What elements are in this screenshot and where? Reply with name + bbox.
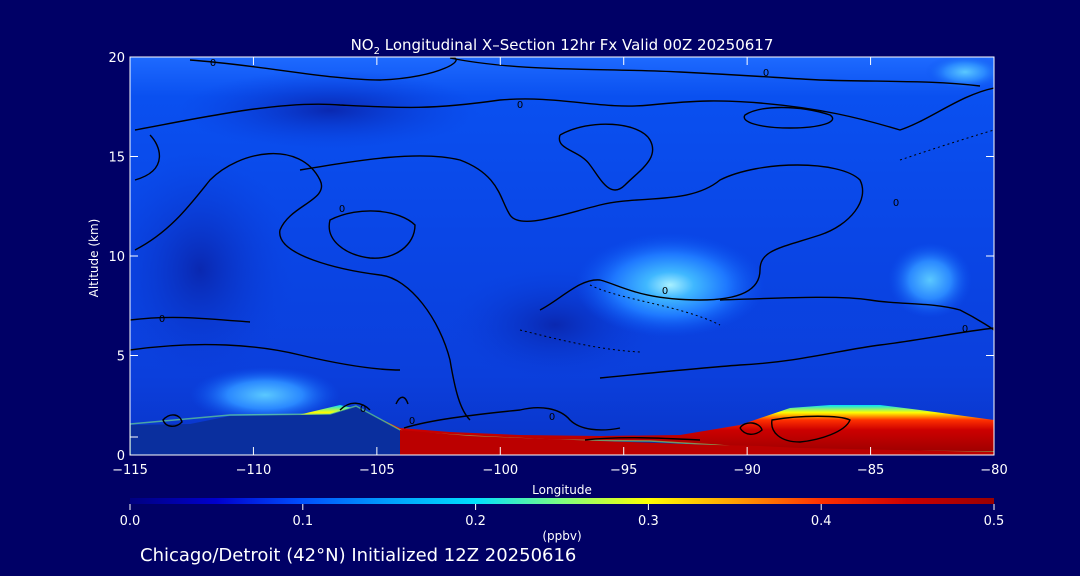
colorbar-tick-label: 0.1 xyxy=(292,514,313,529)
x-tick-label: −95 xyxy=(610,463,637,478)
chart-title: NO2 Longitudinal X–Section 12hr Fx Valid… xyxy=(351,36,774,57)
y-axis-label: Altitude (km) xyxy=(87,219,101,298)
contour-value-label: 0 xyxy=(409,416,415,427)
surface-maximum-band xyxy=(400,430,994,455)
colorbar-tick-label: 0.3 xyxy=(638,514,659,529)
contour-line-mid-west xyxy=(134,134,471,421)
colorbar-tick-label: 0.0 xyxy=(120,514,141,529)
low-no2-region-west xyxy=(130,150,295,390)
colorbar-tick-label: 0.4 xyxy=(811,514,832,529)
western-boundary-enhancement xyxy=(190,367,340,423)
x-tick-label: −80 xyxy=(980,463,1007,478)
x-tick-label: −85 xyxy=(857,463,884,478)
x-tick-label: −115 xyxy=(112,463,148,478)
dashed-contour-a xyxy=(519,284,721,353)
colorbar-ticks: 0.0 0.1 0.2 0.3 0.4 0.5 xyxy=(120,504,1005,529)
contour-line-ring xyxy=(328,210,416,259)
contour-value-label: 0 xyxy=(662,286,668,297)
contour-line-eastern xyxy=(599,296,994,379)
contour-line-surface xyxy=(339,396,851,443)
y-tick-label: 20 xyxy=(108,51,125,66)
contour-line-lower-west xyxy=(130,316,401,371)
contour-value-label: 0 xyxy=(517,100,523,111)
contour-value-label: 0 xyxy=(962,324,968,335)
contour-value-label: 0 xyxy=(210,58,216,69)
x-tick-label: −90 xyxy=(733,463,760,478)
x-tick-label: −100 xyxy=(482,463,518,478)
x-axis-label: Longitude xyxy=(532,483,592,497)
y-tick-label: 10 xyxy=(108,250,125,265)
contour-line-top xyxy=(189,57,981,87)
y-axis: 0 5 10 15 20 xyxy=(108,51,994,464)
terrain-mask xyxy=(130,406,994,455)
contour-value-label: 0 xyxy=(549,412,555,423)
contour-line-dot-west xyxy=(162,414,183,427)
upper-right-enhancement xyxy=(925,57,994,90)
y-tick-label: 5 xyxy=(117,350,125,365)
contour-line-upper xyxy=(134,87,994,131)
contour-value-label: 0 xyxy=(360,404,366,415)
contour-lines xyxy=(130,57,994,443)
eastern-enhancement xyxy=(888,242,972,318)
x-tick-label: −105 xyxy=(359,463,395,478)
low-no2-region-upper xyxy=(180,70,480,150)
contour-line-central xyxy=(299,155,864,311)
contour-value-label: 0 xyxy=(763,68,769,79)
contour-value-label: 0 xyxy=(339,204,345,215)
contour-value-label: 0 xyxy=(893,198,899,209)
colorbar-label: (ppbv) xyxy=(542,529,581,543)
contour-line-upper-ring xyxy=(743,106,834,129)
dashed-contours xyxy=(519,129,994,353)
contour-value-labels: 0 0 0 0 0 0 0 0 0 0 0 xyxy=(159,58,968,427)
x-axis: −115 −110 −105 −100 −95 −90 −85 −80 xyxy=(112,57,1008,478)
colorbar-tick-label: 0.5 xyxy=(984,514,1005,529)
contour-line-loop xyxy=(558,123,654,191)
upper-maximum xyxy=(575,233,765,337)
colorbar-tick-label: 0.2 xyxy=(465,514,486,529)
plot-area xyxy=(130,57,994,455)
y-tick-label: 15 xyxy=(108,151,125,166)
colorbar xyxy=(130,498,994,504)
footer-caption: Chicago/Detroit (42°N) Initialized 12Z 2… xyxy=(140,545,576,566)
contour-value-label: 0 xyxy=(159,314,165,325)
x-tick-label: −110 xyxy=(236,463,272,478)
y-tick-label: 0 xyxy=(117,449,125,464)
